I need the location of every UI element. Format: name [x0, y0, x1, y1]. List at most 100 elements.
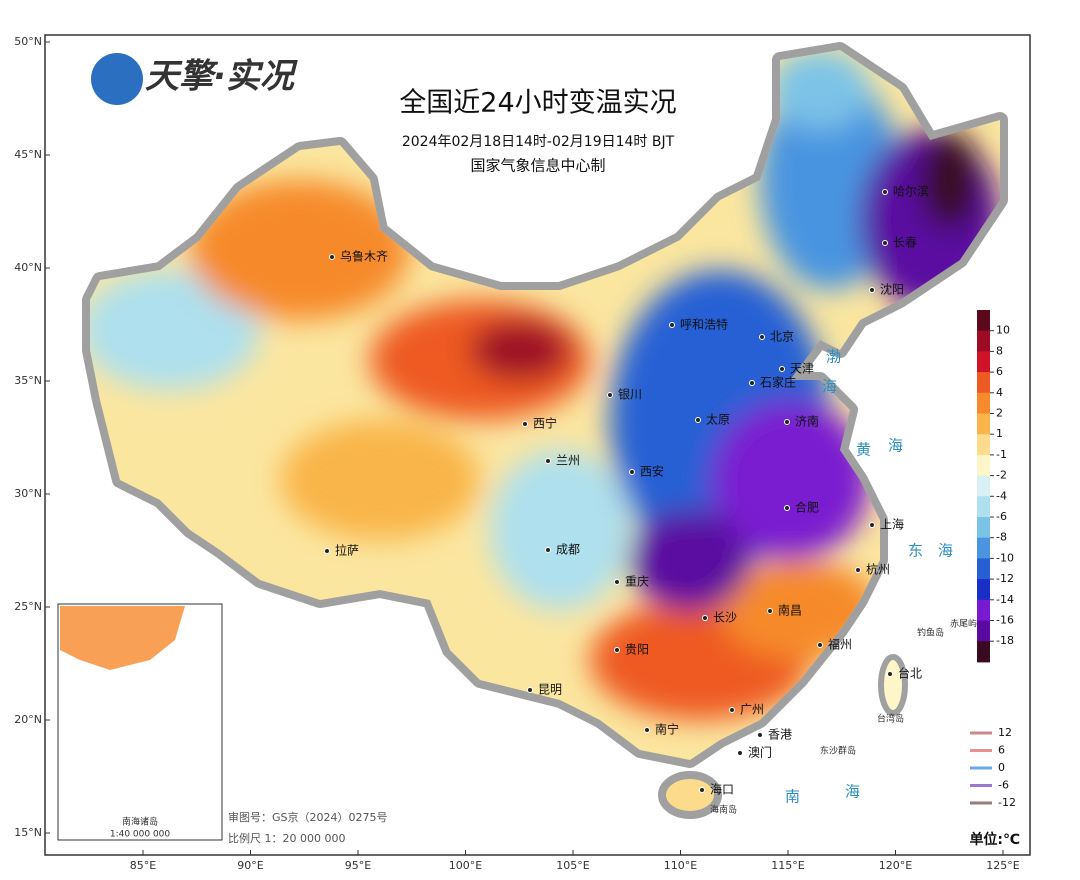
legend-label: -1	[996, 448, 1007, 461]
city-dot	[607, 392, 613, 398]
lon-label: 115°E	[771, 859, 804, 872]
legend-label: 2	[996, 407, 1003, 420]
legend-label: -8	[996, 531, 1007, 544]
sea-label: 海	[888, 437, 903, 455]
lat-label: 25°N	[14, 600, 42, 613]
lat-label: 50°N	[14, 35, 42, 48]
lon-label: 110°E	[664, 859, 697, 872]
legend-label: -16	[996, 614, 1014, 627]
city-label: 香港	[768, 728, 792, 742]
city-dot	[767, 608, 773, 614]
city-dot	[629, 469, 635, 475]
lon-label: 125°E	[986, 859, 1019, 872]
legend-label: -6	[996, 510, 1007, 523]
city-label: 南昌	[778, 603, 802, 618]
city-dot	[882, 189, 888, 195]
sea-label: 海	[938, 542, 953, 560]
legend-swatch	[977, 413, 990, 435]
subtitle: 2024年02月18日14时-02月19日14时 BJT	[402, 134, 675, 150]
legend-swatch	[977, 558, 990, 580]
city-dot	[644, 727, 650, 733]
lon-label: 100°E	[449, 859, 482, 872]
contour-label: 6	[998, 744, 1005, 757]
city-dot	[757, 732, 763, 738]
city-dot	[527, 687, 533, 693]
city-label: 哈尔滨	[893, 184, 929, 199]
legend-swatch	[977, 351, 990, 373]
legend-swatch	[977, 330, 990, 352]
city-label: 东沙群岛	[820, 745, 856, 757]
unit: 单位:℃	[969, 831, 1020, 848]
city-label: 长沙	[713, 611, 737, 625]
city-dot	[759, 334, 765, 340]
city-label: 福州	[828, 637, 852, 652]
lon-label: 85°E	[130, 859, 156, 872]
city-label: 银川	[618, 388, 642, 402]
city-label: 广州	[740, 703, 764, 717]
city-dot	[779, 366, 785, 372]
legend-swatch	[977, 310, 990, 332]
inset-title: 南海诸岛	[122, 816, 158, 828]
legend-label: -2	[996, 469, 1007, 482]
title: 全国近24小时变温实况	[399, 88, 676, 119]
city-dot	[737, 750, 743, 756]
legend-label: 4	[996, 386, 1003, 399]
legend-label: 1	[996, 427, 1003, 440]
city-dot	[729, 707, 735, 713]
city-label: 天津	[790, 362, 814, 376]
city-label: 杭州	[866, 562, 890, 577]
lat-label: 35°N	[14, 374, 42, 387]
legend-swatch	[977, 454, 990, 477]
lon-label: 95°E	[345, 859, 371, 872]
city-label: 南宁	[655, 722, 679, 737]
city-label: 西宁	[533, 416, 557, 431]
city-label: 赤尾屿	[950, 619, 977, 630]
scale: 比例尺 1：20 000 000	[228, 831, 345, 845]
legend-swatch	[977, 372, 990, 394]
city-label: 长春	[893, 236, 917, 250]
lat-label: 40°N	[14, 261, 42, 274]
legend-swatch	[977, 392, 990, 414]
city-dot	[614, 647, 620, 653]
city-label: 北京	[770, 330, 794, 344]
contour-label: 12	[998, 726, 1012, 739]
logo-text: 天擎·实况	[145, 57, 298, 97]
city-dot	[614, 579, 620, 585]
legend-swatch	[977, 599, 990, 621]
city-label: 贵阳	[625, 643, 649, 657]
city-dot	[869, 287, 875, 293]
city-label: 台湾岛	[877, 713, 904, 725]
city-label: 济南	[795, 414, 819, 429]
credit: 国家气象信息中心制	[470, 157, 605, 175]
lat-label: 30°N	[14, 487, 42, 500]
city-dot	[329, 254, 335, 260]
lon-label: 90°E	[237, 859, 263, 872]
city-dot	[749, 380, 755, 386]
city-dot	[784, 505, 790, 511]
city-label: 台北	[898, 666, 922, 681]
lat-label: 45°N	[14, 148, 42, 161]
city-label: 太原	[706, 412, 730, 427]
lat-label: 15°N	[14, 826, 42, 839]
legend-swatch	[977, 475, 990, 497]
city-dot	[855, 567, 861, 573]
city-label: 澳门	[748, 745, 772, 760]
lat-label: 20°N	[14, 713, 42, 726]
lon-label: 120°E	[879, 859, 912, 872]
contour-label: -6	[998, 779, 1009, 792]
city-label: 呼和浩特	[680, 317, 728, 332]
legend-label: -4	[996, 489, 1007, 502]
sea-label: 南	[785, 788, 800, 806]
city-label: 兰州	[556, 454, 580, 468]
legend-label: 6	[996, 365, 1003, 378]
city-label: 钓鱼岛	[917, 627, 944, 639]
city-label: 合肥	[795, 500, 819, 515]
contour-label: -12	[998, 796, 1016, 809]
legend-label: -10	[996, 551, 1014, 564]
legend-swatch	[977, 579, 990, 601]
legend-swatch	[977, 434, 990, 456]
legend-label: -18	[996, 634, 1014, 647]
city-label: 海南岛	[710, 804, 737, 816]
